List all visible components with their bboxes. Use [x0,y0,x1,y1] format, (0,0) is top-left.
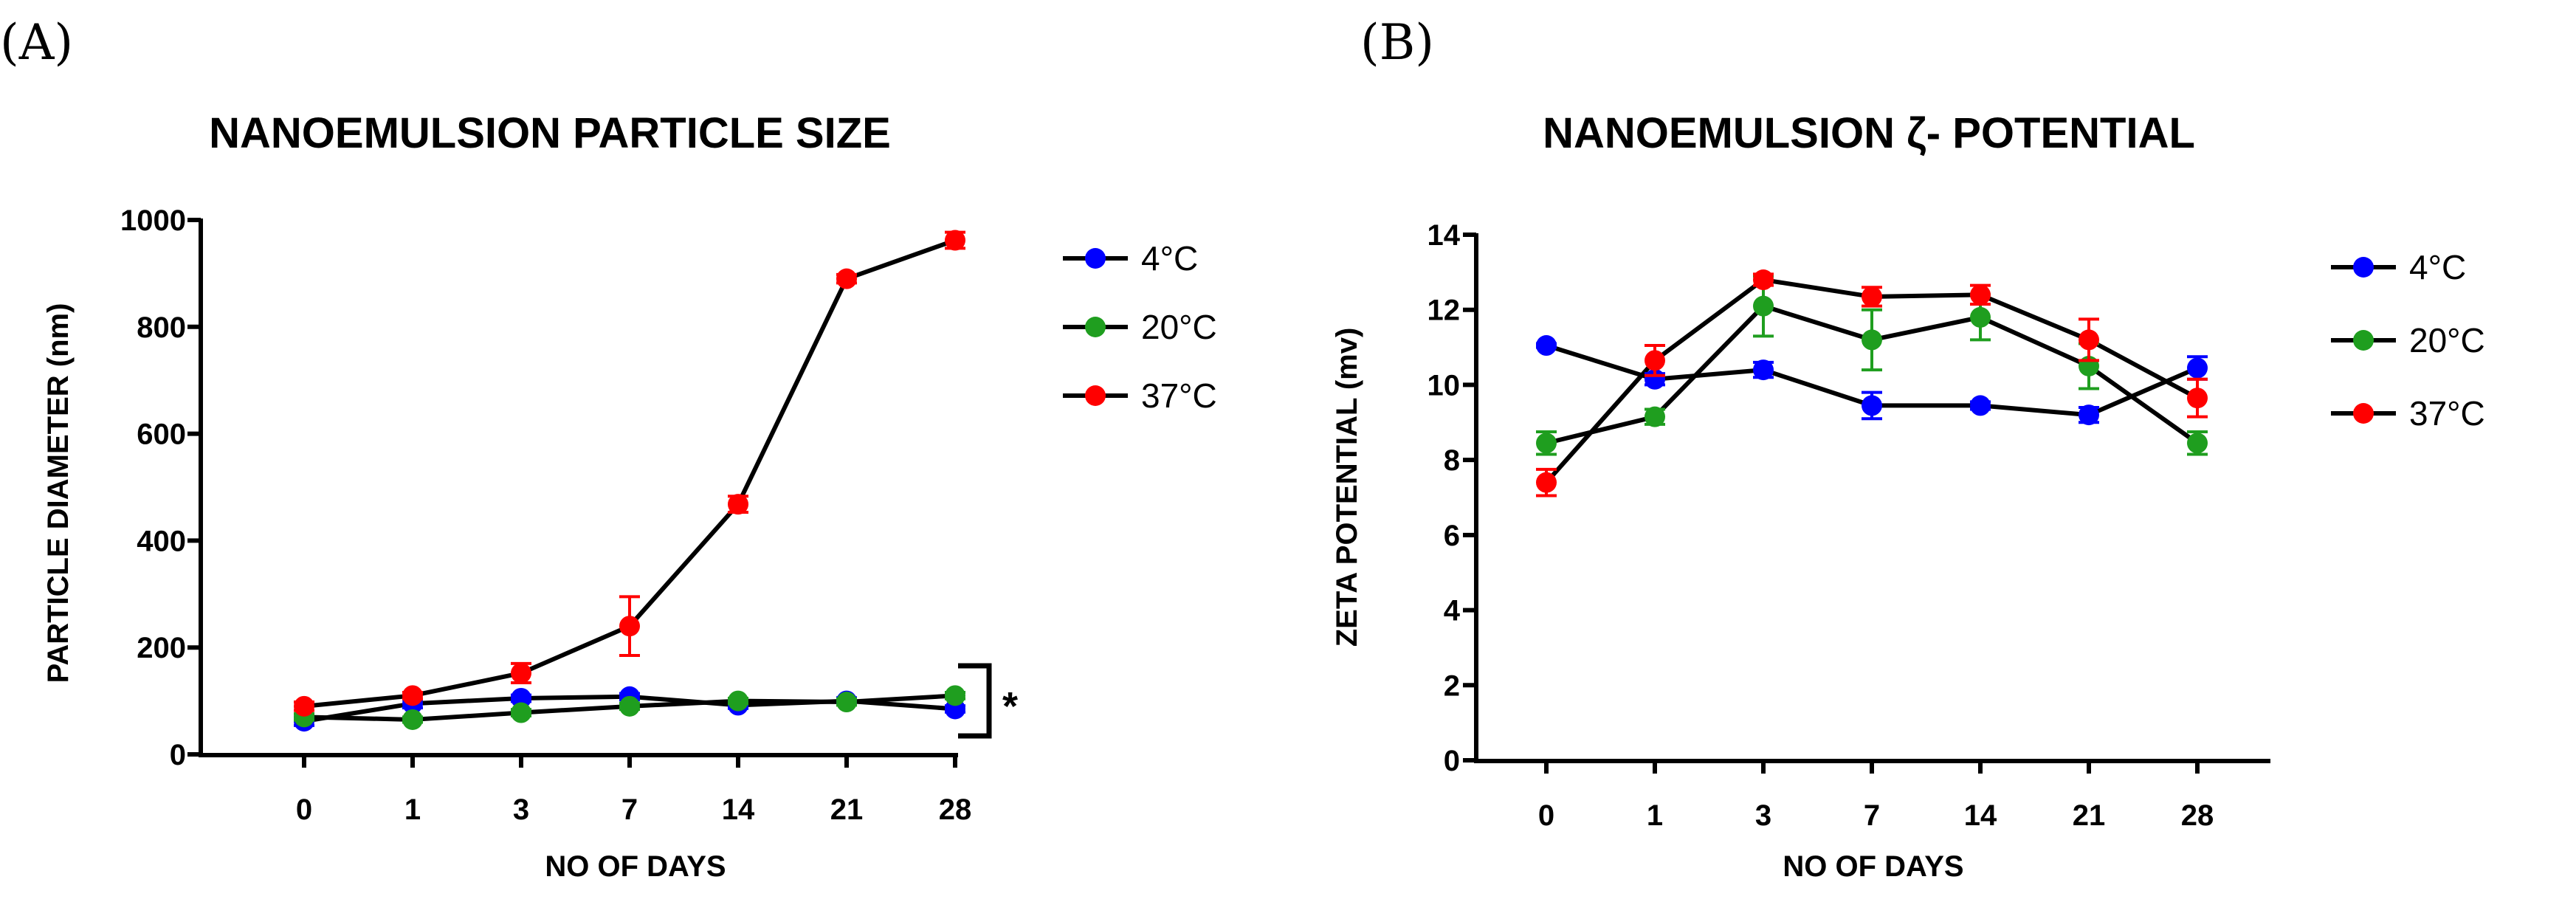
y-tick-label: 600 [137,419,186,451]
chart-title-a: NANOEMULSION PARTICLE SIZE [209,109,891,157]
y-tick-label: 0 [170,739,186,771]
x-tick-label: 1 [404,793,421,826]
data-point [511,702,531,723]
data-point [619,616,640,637]
legend-label: 20°C [1141,308,1217,346]
legend-marker [2353,403,2374,424]
chart-panel-b: (B) NANOEMULSION ζ- POTENTIAL NO OF DAYS… [1331,14,2485,883]
data-point [402,685,423,706]
y-tick-label: 8 [1444,444,1460,477]
data-point [1862,329,1882,351]
data-point [619,695,640,717]
y-tick-label: 1000 [120,204,186,237]
data-point [836,268,857,289]
legend-label: 37°C [1141,376,1217,415]
y-tick-label: 200 [137,632,186,664]
legend-marker [1085,248,1106,269]
x-axis-title-b: NO OF DAYS [1783,850,1963,883]
y-tick-label: 400 [137,525,186,557]
legend-marker [1085,317,1106,337]
data-point [1536,472,1557,493]
data-point [2187,433,2208,454]
data-point [945,685,965,706]
legend-label: 37°C [2409,394,2485,433]
x-tick-label: 3 [513,793,529,826]
data-point [294,695,314,717]
x-tick-label: 7 [621,793,638,826]
x-tick-label: 21 [2073,799,2106,832]
legend-a: 4°C 20°C 37°C [1063,239,1217,415]
data-point [1753,295,1774,317]
data-point [2079,329,2099,351]
x-tick-label: 1 [1647,799,1663,832]
data-point [511,662,531,684]
y-tick-label: 2 [1444,669,1460,702]
legend-label: 20°C [2409,321,2485,359]
data-point [402,709,423,730]
y-axis-title-a: PARTICLE DIAMETER (nm) [42,303,75,684]
data-point [2187,388,2208,409]
significance-bracket: * [958,663,1018,739]
data-point [1536,335,1557,357]
y-tick-label: 10 [1428,369,1461,402]
data-point [728,690,748,712]
x-tick-label: 28 [939,793,972,826]
y-tick-label: 0 [1444,745,1460,777]
data-point [2079,404,2099,426]
chart-panel-a: (A) NANOEMULSION PARTICLE SIZE NO OF DAY… [0,14,1217,883]
data-point [945,230,965,251]
legend-label: 4°C [2409,248,2466,286]
y-tick-label: 4 [1444,595,1461,627]
x-tick-label: 21 [830,793,864,826]
data-point [1862,395,1882,416]
chart-title-b: NANOEMULSION ζ- POTENTIAL [1543,109,2195,157]
data-point [1645,406,1665,427]
x-tick-label: 14 [722,793,755,826]
data-point [728,494,748,515]
x-tick-label: 28 [2181,799,2214,832]
panel-label-a: (A) [0,14,73,71]
data-point [1753,269,1774,291]
legend-marker [1085,385,1106,406]
data-point [836,692,857,713]
legend-label: 4°C [1141,239,1198,278]
y-axis-title-b: ZETA POTENTIAL (mv) [1331,328,1363,647]
x-axis-title-a: NO OF DAYS [545,850,726,883]
data-point [1970,395,1991,416]
y-tick-label: 12 [1428,295,1461,327]
plot-area-b: 0 2 4 6 8 10 12 14 0 1 3 7 14 21 28 [1428,219,2270,832]
data-point [1970,306,1991,328]
data-point [1862,286,1882,307]
data-point [511,687,531,709]
legend-marker [2353,257,2374,278]
panel-label-b: (B) [1360,14,1434,71]
y-tick-label: 6 [1444,520,1460,552]
legend-b: 4°C 20°C 37°C [2331,248,2485,433]
x-tick-label: 0 [1538,799,1554,832]
data-point [1753,359,1774,381]
y-tick-label: 14 [1428,219,1461,252]
x-tick-label: 7 [1864,799,1880,832]
data-point [1645,350,1665,371]
significance-star: * [1002,684,1018,729]
x-tick-label: 0 [296,793,312,826]
x-tick-label: 3 [1755,799,1771,832]
x-tick-label: 14 [1964,799,1997,832]
plot-area-a: 0 200 400 600 800 1000 0 1 3 7 14 21 28 [120,204,971,826]
y-tick-label: 800 [137,311,186,344]
legend-marker [2353,330,2374,351]
data-point [1970,284,1991,306]
data-point [2187,357,2208,379]
data-point [1536,433,1557,454]
